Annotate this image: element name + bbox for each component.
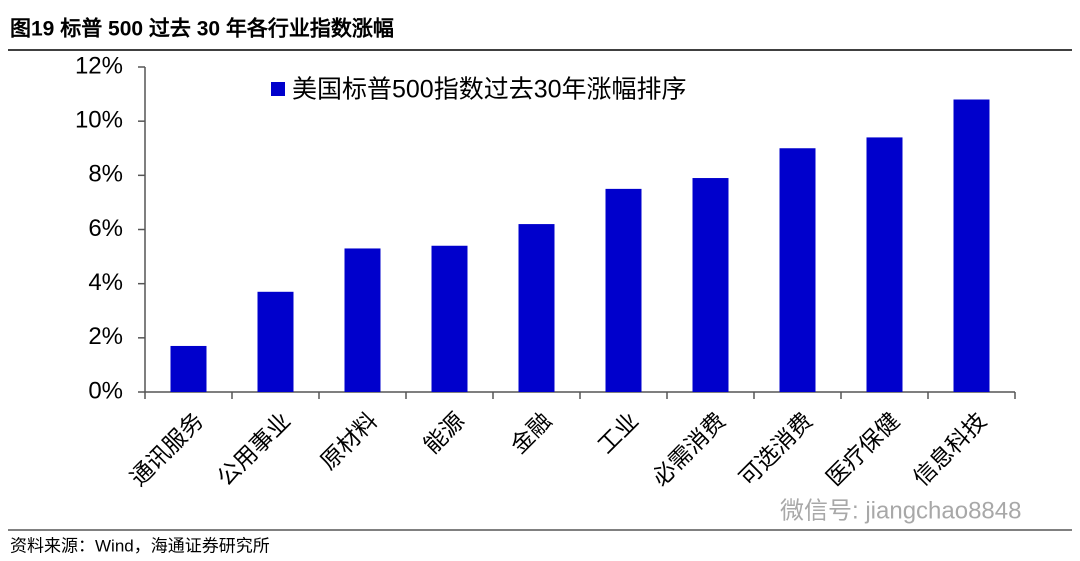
bar [344, 248, 381, 392]
x-tick-label: 信息科技 [908, 407, 991, 490]
bar [779, 148, 816, 392]
x-tick-label: 通讯服务 [125, 407, 208, 490]
x-tick-label: 必需消费 [647, 407, 730, 490]
bar [692, 178, 729, 392]
x-tick-label: 可选消费 [734, 407, 817, 490]
x-tick-label: 医疗保健 [821, 407, 904, 490]
x-tick-label: 金融 [505, 407, 556, 458]
y-tick-label: 10% [75, 107, 123, 134]
bar [866, 137, 903, 392]
x-tick-label: 原材料 [315, 407, 382, 474]
y-tick-label: 2% [88, 323, 123, 350]
source-note: 资料来源：Wind，海通证券研究所 [10, 536, 270, 555]
legend-swatch [271, 82, 285, 96]
y-tick-label: 6% [88, 215, 123, 242]
bar [953, 99, 990, 392]
bar [257, 291, 294, 392]
bar [518, 224, 555, 392]
bar [170, 345, 207, 392]
bar [431, 245, 468, 392]
x-tick-label: 公用事业 [212, 407, 295, 490]
y-tick-label: 0% [88, 377, 123, 404]
chart-title: 图19 标普 500 过去 30 年各行业指数涨幅 [10, 17, 394, 41]
bar [605, 188, 642, 392]
y-tick-label: 8% [88, 161, 123, 188]
x-tick-label: 能源 [418, 407, 469, 458]
y-tick-label: 4% [88, 269, 123, 296]
watermark: 微信号: jiangchao8848 [780, 497, 1021, 524]
y-tick-label: 12% [75, 52, 123, 79]
x-tick-label: 工业 [592, 407, 643, 458]
legend-label: 美国标普500指数过去30年涨幅排序 [292, 76, 687, 104]
